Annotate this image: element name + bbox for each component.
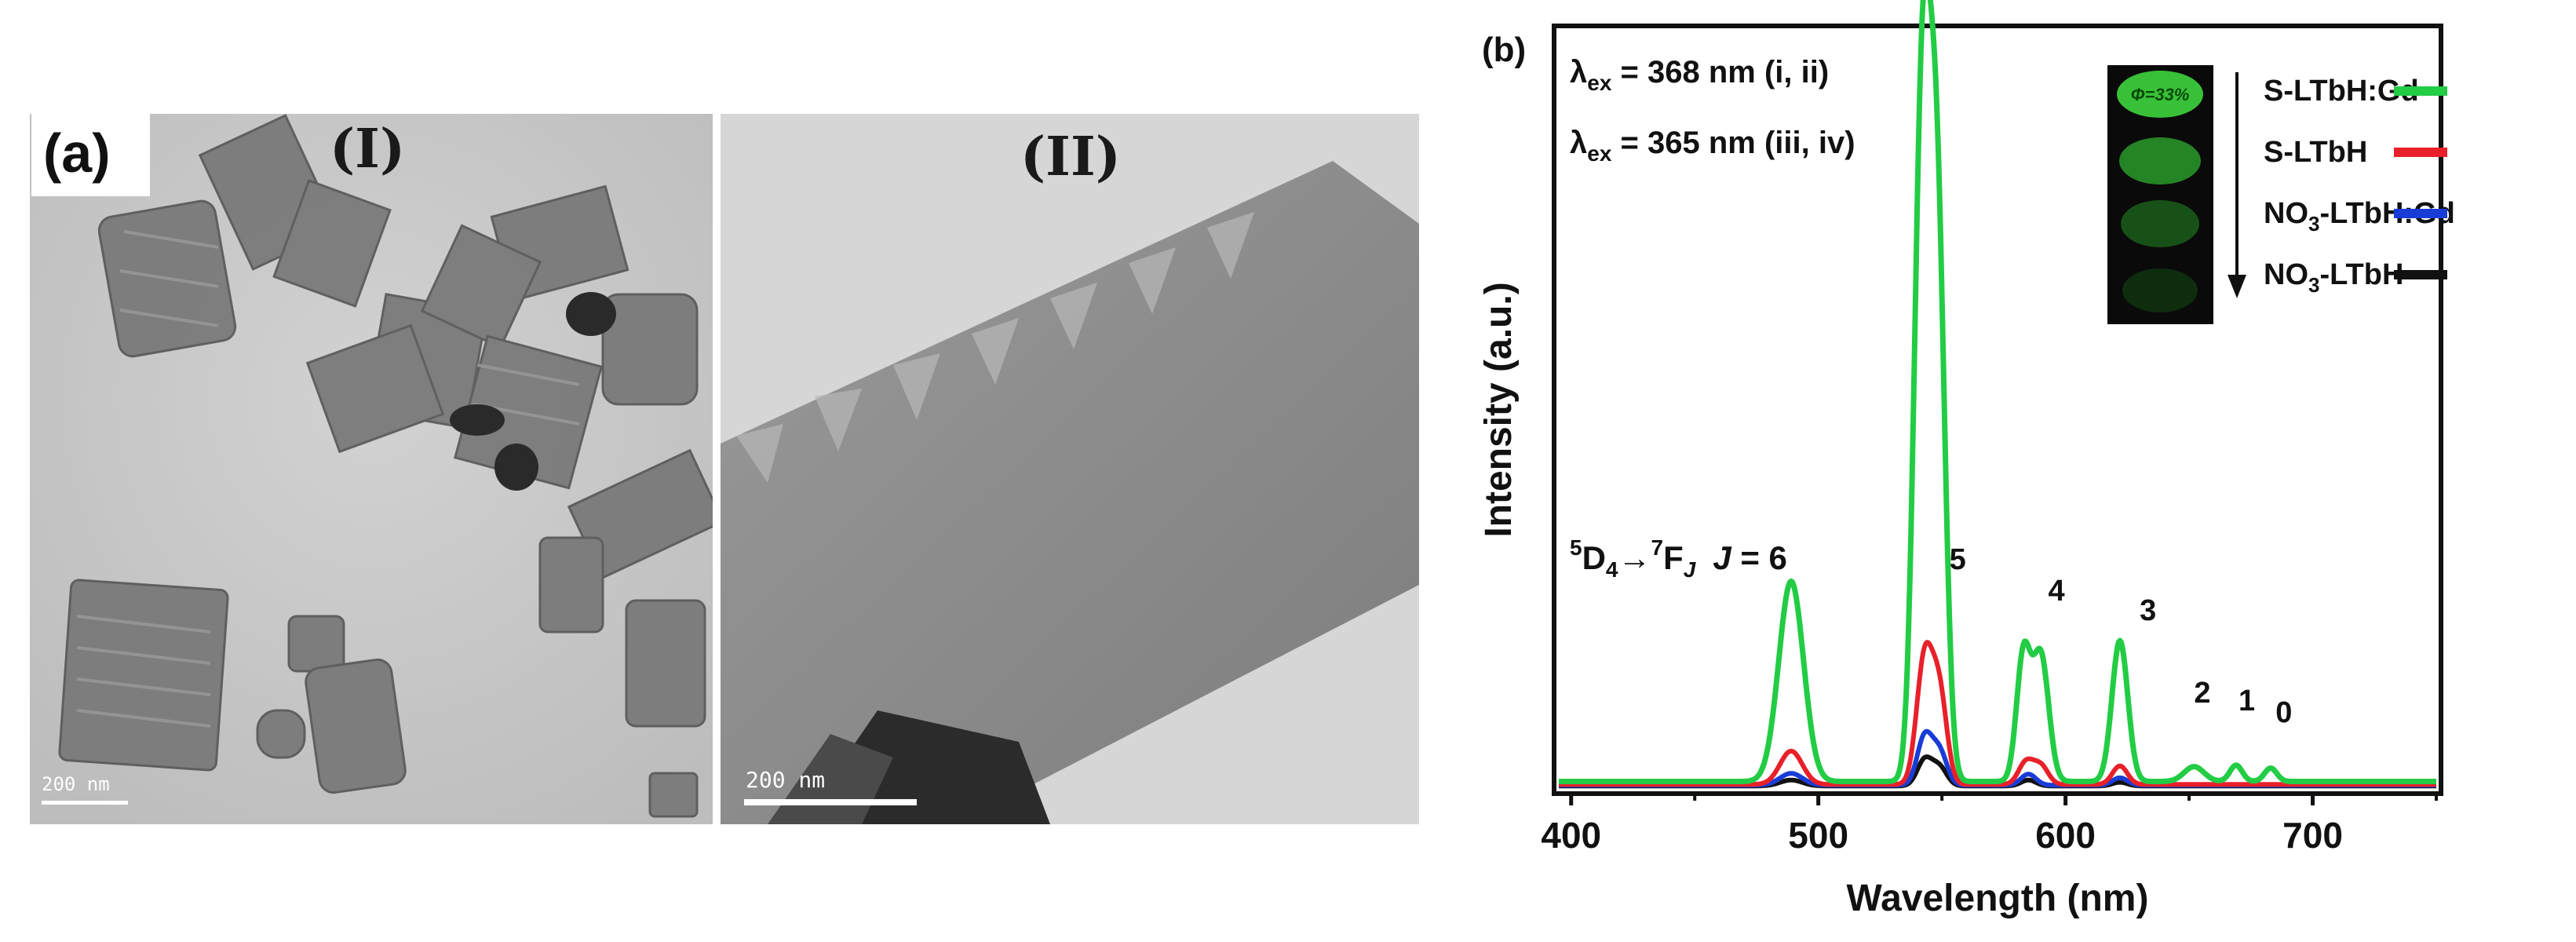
- peak-label: 2: [2194, 677, 2210, 710]
- x-tick-label: 700: [2282, 815, 2343, 856]
- series-line-s-ltbh-gd: [1557, 0, 2438, 784]
- inset-photo: Φ=33%: [2107, 65, 2213, 324]
- transition-sub2: J: [1684, 557, 1697, 582]
- tem-image-i: 200 nm: [30, 114, 713, 824]
- panel-a-label: (a): [31, 114, 150, 196]
- tem-image-ii-title: (II): [1020, 126, 1121, 188]
- transition-sup2: 7: [1651, 535, 1664, 560]
- transition-label: 5D4→7FJ J = 6: [1570, 535, 1787, 582]
- transition-tail: = 6: [1731, 539, 1787, 576]
- series-line-s-ltbh: [1557, 640, 2438, 787]
- excitation-note-1: λex = 368 nm (i, ii): [1570, 55, 1829, 95]
- scalebar-line-i: [42, 801, 128, 805]
- excitation-note-1-text: = 368 nm (i, ii): [1611, 55, 1829, 89]
- excitation-note-2-text: = 365 nm (iii, iv): [1611, 126, 1855, 160]
- tem-image-i-graphic: [30, 114, 713, 824]
- transition-arrow: →: [1618, 539, 1651, 576]
- legend-label: S-LTbH: [2264, 136, 2367, 169]
- x-tick-label: 400: [1541, 815, 1601, 856]
- transition-base1: D: [1582, 539, 1606, 576]
- series-lines: [1557, 0, 2438, 789]
- x-axis-ticks: 400 500 600 700: [1541, 794, 2438, 856]
- peak-label: 3: [2140, 594, 2156, 627]
- series-line-no3-ltbh-gd: [1557, 728, 2438, 788]
- transition-sub1: 4: [1606, 557, 1618, 582]
- legend-label: NO3-LTbH: [2264, 258, 2403, 297]
- peak-label: 5: [1950, 543, 1966, 576]
- excitation-note-2: λex = 365 nm (iii, iv): [1570, 126, 1855, 166]
- scalebar-label-ii: 200 nm: [746, 767, 826, 793]
- transition-base2: F: [1663, 539, 1684, 576]
- excitation-note-2-sub: ex: [1587, 141, 1612, 166]
- inset-quantum-yield: Φ=33%: [2131, 85, 2190, 104]
- x-axis-label: Wavelength (nm): [1847, 878, 2149, 919]
- y-axis-label: Intensity (a.u.): [1478, 282, 1520, 537]
- scalebar-label-i: 200 nm: [42, 773, 110, 795]
- x-tick-label: 600: [2035, 815, 2096, 856]
- peak-labels: 5 4 3 2 1 0: [1950, 543, 2293, 729]
- excitation-note-1-sub: ex: [1587, 71, 1612, 95]
- tem-image-ii: 200 nm: [721, 114, 1419, 824]
- transition-sup1: 5: [1570, 535, 1582, 560]
- excitation-note-1-lambda: λ: [1570, 55, 1587, 89]
- peak-label: 4: [2049, 575, 2065, 608]
- emission-chart: (b) 400 500 600 700 Wavelength (nm) Intensi…: [1478, 0, 2455, 919]
- peak-label: 1: [2238, 685, 2255, 717]
- peak-label: 0: [2275, 696, 2292, 729]
- scalebar-line-ii: [744, 799, 917, 805]
- inset-arrow-icon: [2228, 72, 2246, 298]
- x-tick-label: 500: [1788, 815, 1848, 856]
- transition-j: J: [1713, 539, 1732, 576]
- plot-frame: [1552, 24, 2443, 796]
- tem-image-i-title: (I): [330, 118, 406, 181]
- panel-b-label: (b): [1482, 31, 1526, 69]
- excitation-note-2-lambda: λ: [1570, 126, 1587, 160]
- tem-image-ii-graphic: [721, 114, 1419, 824]
